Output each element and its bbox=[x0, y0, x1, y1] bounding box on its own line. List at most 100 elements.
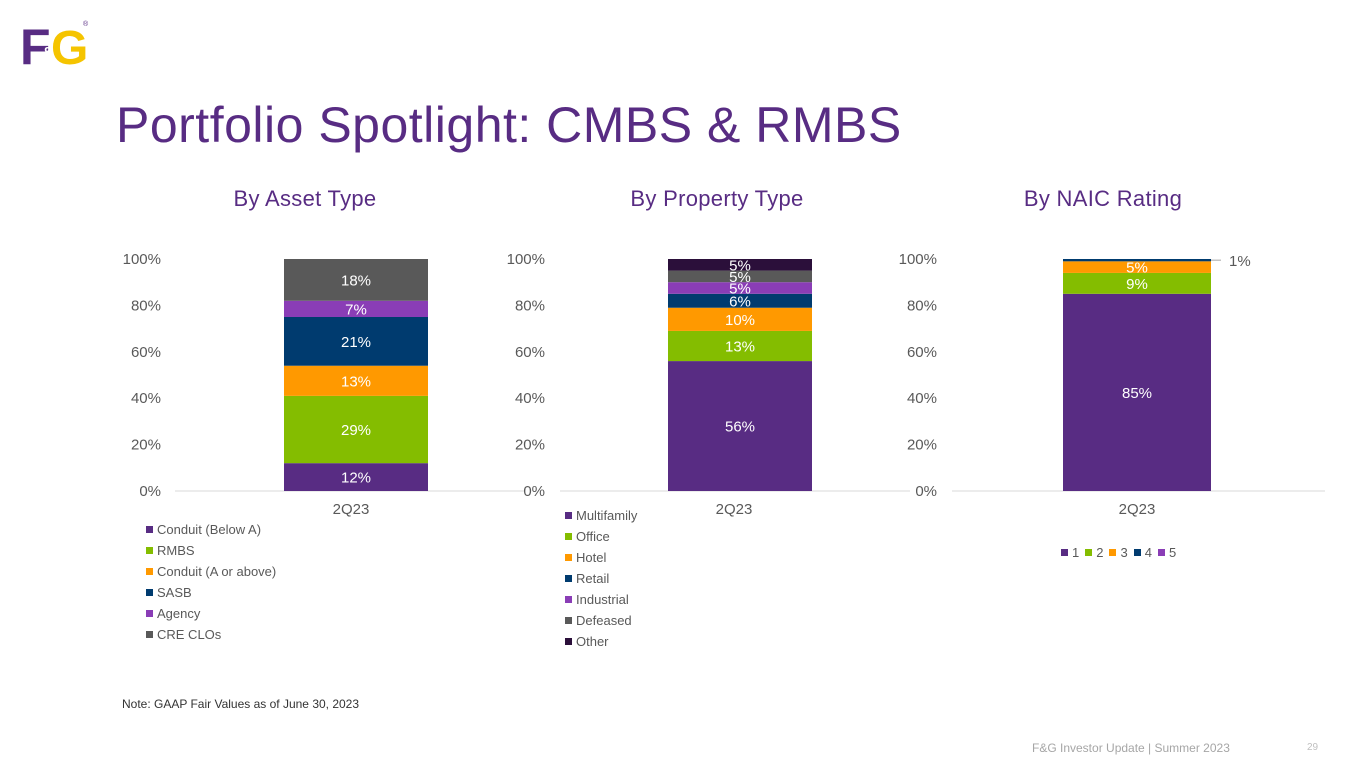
legend-item: 4 bbox=[1133, 545, 1152, 560]
y-tick-label: 80% bbox=[907, 297, 937, 314]
y-tick-label: 0% bbox=[139, 483, 161, 500]
data-label: 56% bbox=[725, 419, 755, 436]
legend-swatch bbox=[565, 638, 572, 645]
data-label: 13% bbox=[341, 373, 371, 390]
x-tick-label: 2Q23 bbox=[1119, 501, 1156, 518]
y-tick-label: 60% bbox=[131, 344, 161, 361]
legend-label: Conduit (Below A) bbox=[157, 522, 262, 537]
y-tick-label: 80% bbox=[131, 297, 161, 314]
data-label: 1% bbox=[1229, 253, 1251, 270]
legend-label: CRE CLOs bbox=[157, 627, 222, 642]
bar-segment bbox=[1063, 272, 1211, 294]
data-label: 5% bbox=[729, 257, 751, 274]
page-title: Portfolio Spotlight: CMBS & RMBS bbox=[116, 97, 902, 153]
legend-item: CRE CLOs bbox=[146, 624, 276, 645]
bar-segment bbox=[284, 317, 428, 366]
y-tick-label: 100% bbox=[899, 251, 937, 268]
legend-label: Hotel bbox=[576, 550, 607, 565]
legend-swatch bbox=[146, 526, 153, 533]
bar-segment bbox=[284, 365, 428, 396]
legend-label: Agency bbox=[157, 606, 201, 621]
legend-item: Office bbox=[565, 526, 637, 547]
data-label: 85% bbox=[1122, 385, 1152, 402]
legend-item: Multifamily bbox=[565, 505, 637, 526]
legend-label: Other bbox=[576, 634, 609, 649]
y-tick-label: 100% bbox=[507, 251, 545, 268]
data-label: 6% bbox=[729, 293, 751, 310]
legend-asset-type: Conduit (Below A) RMBS Conduit (A or above… bbox=[146, 519, 276, 645]
y-tick-label: 0% bbox=[523, 483, 545, 500]
legend-label: RMBS bbox=[157, 543, 195, 558]
legend-item: Defeased bbox=[565, 610, 637, 631]
x-tick-label: 2Q23 bbox=[716, 501, 753, 518]
y-tick-label: 100% bbox=[123, 251, 161, 268]
legend-item: RMBS bbox=[146, 540, 276, 561]
legend-item: 5 bbox=[1157, 545, 1177, 560]
legend-swatch bbox=[565, 575, 572, 582]
chart-title-property-type: By Property Type bbox=[630, 186, 804, 211]
data-label: 29% bbox=[341, 422, 371, 439]
bar-segment bbox=[1063, 293, 1211, 491]
y-tick-label: 40% bbox=[515, 390, 545, 407]
y-tick-label: 40% bbox=[131, 390, 161, 407]
y-tick-label: 20% bbox=[907, 437, 937, 454]
legend-swatch bbox=[1157, 549, 1165, 556]
y-tick-label: 80% bbox=[515, 297, 545, 314]
data-label: 7% bbox=[345, 301, 367, 318]
y-tick-label: 20% bbox=[131, 437, 161, 454]
bar-segment bbox=[1063, 259, 1211, 262]
data-label: 13% bbox=[725, 339, 755, 356]
legend-label: Conduit (A or above) bbox=[157, 564, 277, 579]
bar-segment bbox=[284, 259, 428, 301]
legend-item: 3 bbox=[1109, 545, 1128, 560]
chart-title-naic-rating: By NAIC Rating bbox=[1023, 186, 1183, 211]
bar-segment bbox=[284, 395, 428, 464]
legend-swatch bbox=[565, 512, 572, 519]
data-label: 5% bbox=[729, 269, 751, 286]
bar-segment bbox=[668, 282, 812, 294]
bar-segment bbox=[1063, 261, 1211, 273]
legend-swatch bbox=[146, 568, 153, 575]
logo-registered-mark: ® bbox=[83, 20, 89, 28]
y-tick-label: 60% bbox=[515, 344, 545, 361]
y-tick-label: 60% bbox=[907, 344, 937, 361]
legend-swatch bbox=[1061, 549, 1068, 556]
legend-swatch bbox=[1133, 549, 1141, 556]
chart-title-asset-type: By Asset Type bbox=[233, 186, 377, 211]
legend-label: 5 bbox=[1168, 545, 1177, 560]
legend-label: 3 bbox=[1120, 545, 1128, 560]
legend-item: SASB bbox=[146, 582, 276, 603]
fg-logo: F G & ® bbox=[20, 19, 89, 68]
x-tick-label: 2Q23 bbox=[333, 501, 370, 518]
logo-letter-g: G bbox=[51, 22, 88, 68]
legend-swatch bbox=[1109, 549, 1117, 556]
legend-label: Office bbox=[576, 529, 610, 544]
legend-swatch bbox=[565, 617, 572, 624]
bar-segment bbox=[668, 270, 812, 283]
legend-swatch bbox=[565, 533, 572, 540]
legend-naic-rating: 1 2 3 4 5 bbox=[1061, 545, 1182, 560]
y-tick-label: 0% bbox=[915, 483, 937, 500]
legend-item: Industrial bbox=[565, 589, 637, 610]
legend-item: 2 bbox=[1085, 545, 1103, 560]
logo-ampersand: & bbox=[42, 45, 54, 62]
bar-segment bbox=[668, 307, 812, 331]
legend-label: SASB bbox=[157, 585, 192, 600]
legend-swatch bbox=[146, 547, 153, 554]
legend-item: Agency bbox=[146, 603, 276, 624]
bar-segment bbox=[284, 300, 428, 317]
data-label: 12% bbox=[341, 470, 371, 487]
legend-swatch bbox=[1085, 549, 1093, 556]
legend-label: 4 bbox=[1144, 545, 1152, 560]
bar-segment bbox=[668, 259, 812, 271]
legend-label: 1 bbox=[1072, 545, 1080, 560]
legend-swatch bbox=[565, 596, 572, 603]
bar-segment bbox=[668, 293, 812, 308]
data-label: 18% bbox=[341, 272, 371, 289]
data-label: 5% bbox=[729, 281, 751, 298]
footer-text: F&G Investor Update | Summer 2023 bbox=[1032, 741, 1230, 755]
legend-item: 1 bbox=[1061, 545, 1079, 560]
footnote: Note: GAAP Fair Values as of June 30, 20… bbox=[122, 697, 360, 711]
legend-label: Defeased bbox=[576, 613, 632, 628]
